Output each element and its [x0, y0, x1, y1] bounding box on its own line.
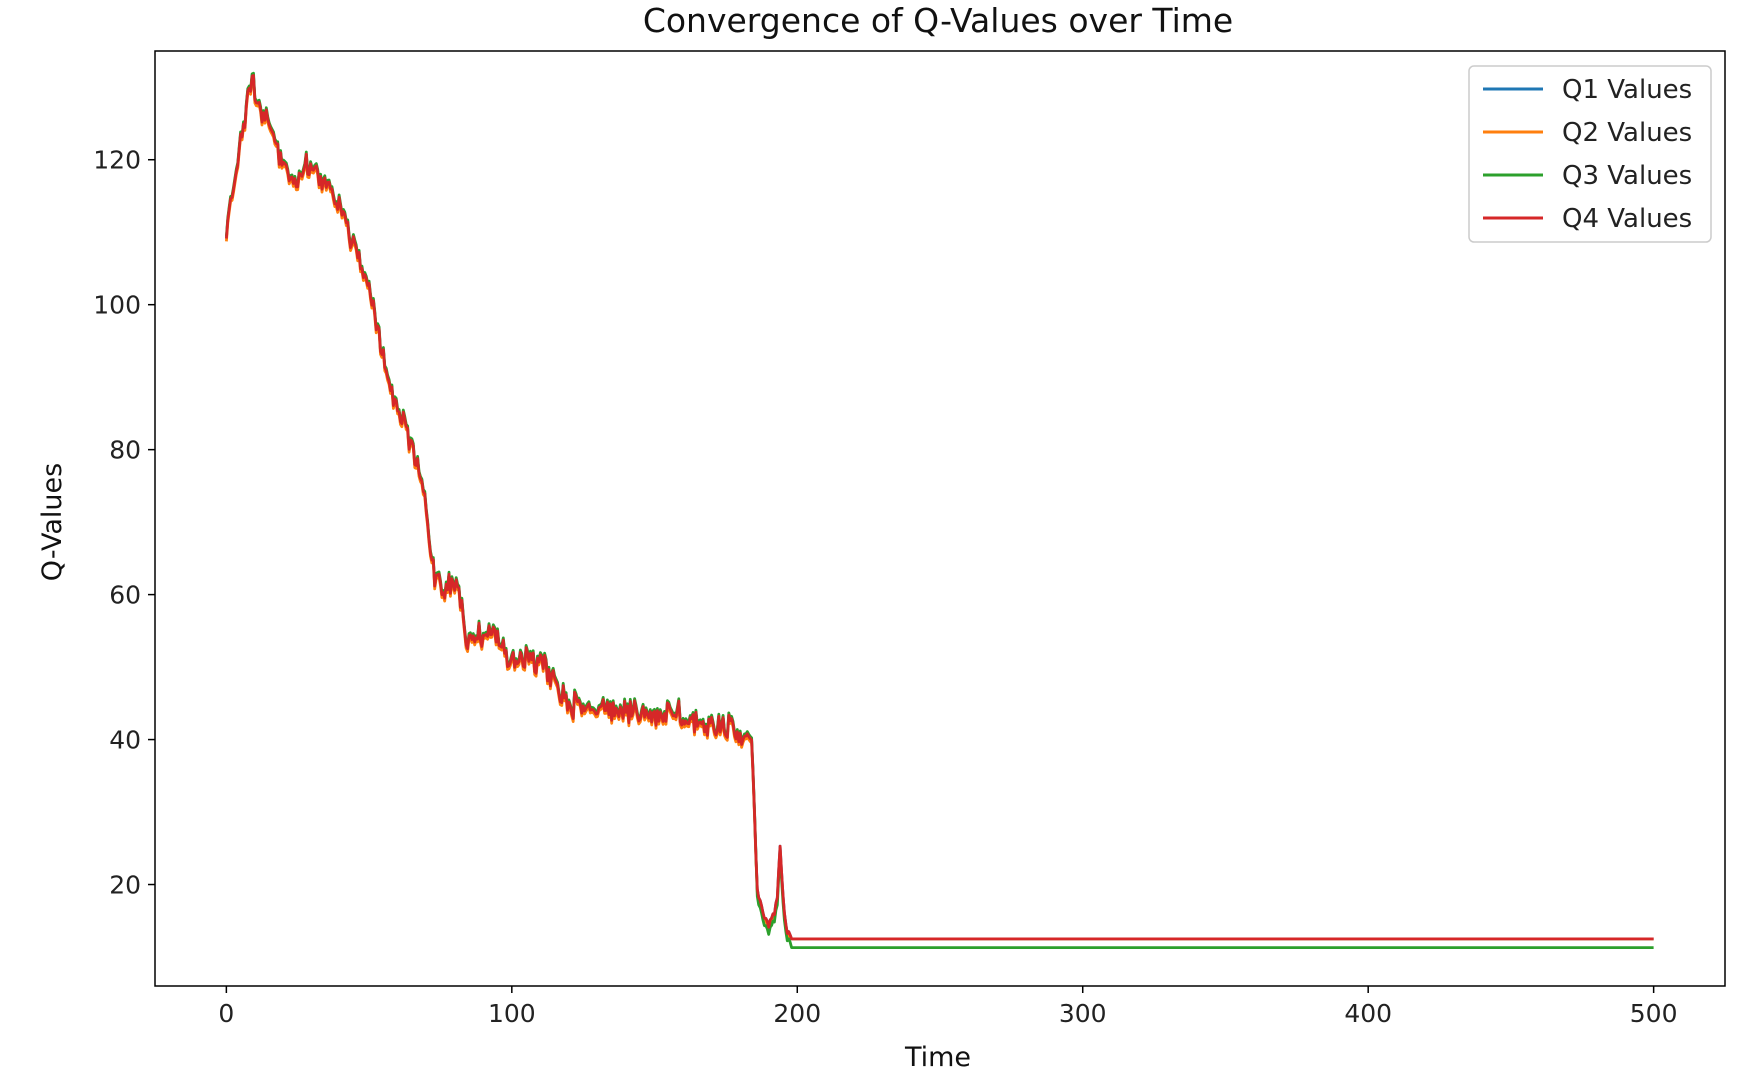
x-axis-ticks: 0 100 200 300 400 500 [218, 986, 1677, 1028]
y-tick-label: 80 [109, 436, 141, 465]
x-tick-label: 300 [1059, 999, 1107, 1028]
legend: Q1 Values Q2 Values Q3 Values Q4 Values [1468, 65, 1712, 243]
y-axis-ticks: 20 40 60 80 100 120 [93, 146, 155, 900]
y-tick-label: 100 [93, 291, 141, 320]
chart-title: Convergence of Q-Values over Time [643, 1, 1233, 40]
series-line-3 [225, 71, 1654, 949]
x-tick-label: 400 [1344, 999, 1392, 1028]
plot-area-frame [154, 50, 1726, 987]
y-tick-label: 20 [109, 871, 141, 900]
x-tick-label: 200 [773, 999, 821, 1028]
x-tick-label: 500 [1630, 999, 1678, 1028]
series-line-2 [225, 76, 1654, 941]
x-tick-label: 0 [218, 999, 234, 1028]
legend-label-3: Q3 Values [1562, 161, 1692, 191]
y-axis-label: Q-Values [37, 463, 68, 581]
x-axis-label: Time [904, 1042, 971, 1072]
legend-label-2: Q2 Values [1562, 118, 1692, 148]
y-tick-label: 60 [109, 581, 141, 610]
series-line-1 [225, 74, 1654, 941]
y-tick-label: 120 [93, 146, 141, 175]
legend-label-1: Q1 Values [1562, 75, 1692, 105]
series-line-4 [225, 74, 1654, 941]
series-layer [225, 71, 1654, 949]
legend-label-4: Q4 Values [1562, 204, 1692, 234]
legend-box [1468, 65, 1712, 243]
x-tick-label: 100 [488, 999, 536, 1028]
y-tick-label: 40 [109, 726, 141, 755]
